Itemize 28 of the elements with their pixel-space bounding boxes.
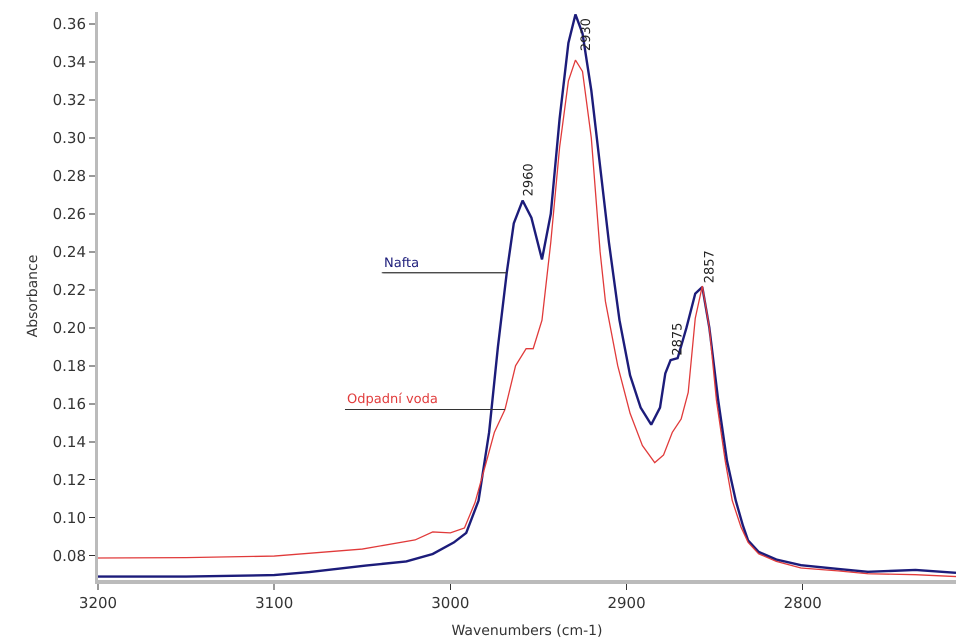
y-tick-label: 0.10	[52, 508, 86, 527]
y-tick-label: 0.20	[52, 319, 86, 338]
y-tick-label: 0.34	[52, 53, 86, 72]
annotation: 2930	[579, 18, 594, 52]
x-tick-label: 3100	[255, 594, 294, 612]
y-axis-title: Absorbance	[25, 254, 42, 338]
y-tick-label: 0.18	[52, 357, 86, 376]
x-tick-label: 2900	[607, 594, 646, 612]
y-tick-label: 0.36	[52, 15, 86, 34]
x-axis-title: Wavenumbers (cm-1)	[451, 622, 603, 639]
y-tick-label: 0.14	[52, 433, 86, 451]
y-tick-label: 0.30	[52, 129, 86, 148]
annotation: 2960	[521, 163, 536, 196]
annotation: 2875	[670, 322, 686, 356]
x-tick-label: 3200	[78, 594, 118, 612]
y-tick-label: 0.12	[52, 470, 86, 489]
text: Nafta	[384, 256, 420, 271]
y-tick-label: 0.22	[52, 281, 86, 300]
y-tick-label: 0.26	[52, 205, 86, 224]
annotation: 2857	[702, 250, 718, 284]
y-tick-label: 0.28	[52, 167, 86, 186]
x-tick-label: 3000	[431, 594, 470, 612]
y-tick-label: 0.32	[52, 91, 86, 110]
y-tick-label: 0.08	[52, 546, 86, 565]
text: Odpadní voda	[347, 392, 438, 407]
y-tick-label: 0.16	[52, 395, 86, 414]
y-tick-label: 0.24	[52, 243, 86, 262]
x-tick-label: 2800	[784, 594, 822, 612]
